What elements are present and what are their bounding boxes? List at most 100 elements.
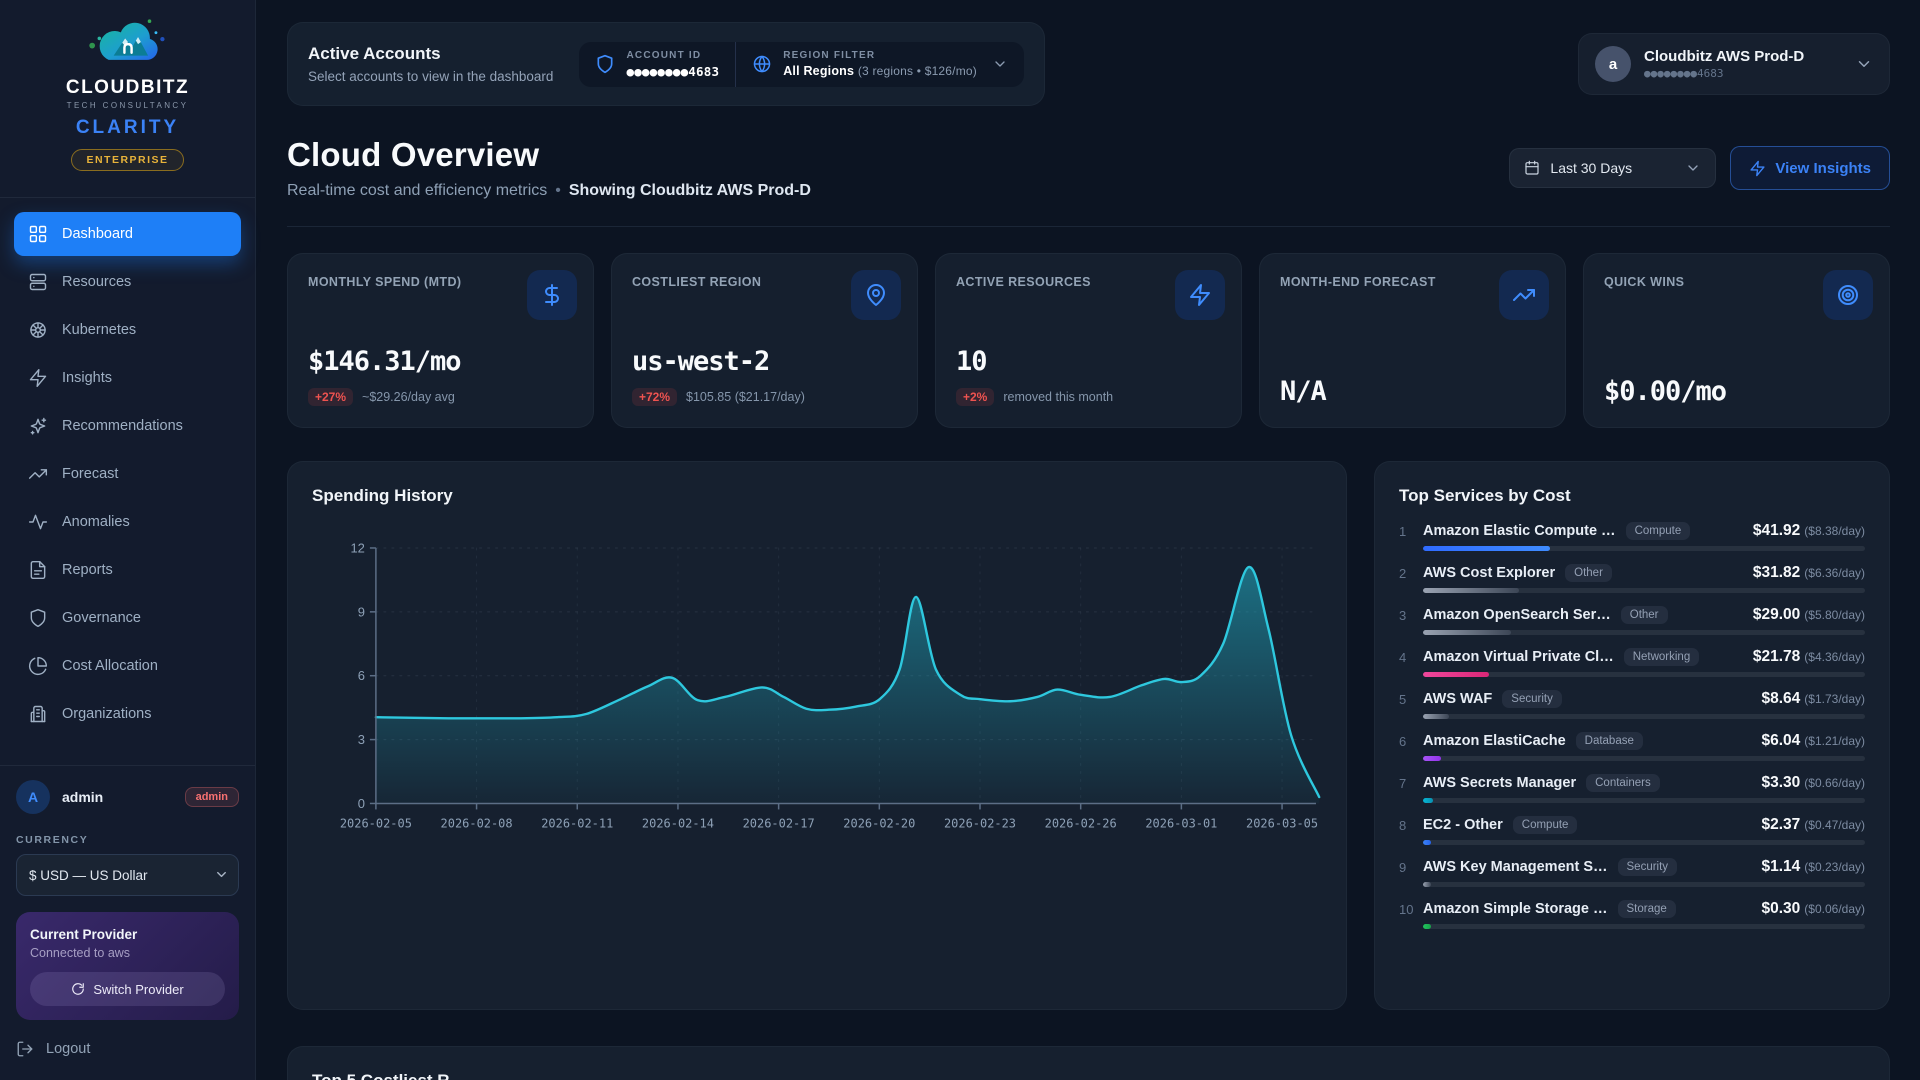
- sidebar-item-dashboard[interactable]: Dashboard: [14, 212, 241, 256]
- service-cost-per-day: ($5.80/day): [1804, 608, 1865, 622]
- service-item-ec2-other: 8EC2 - OtherCompute$2.37($0.47/day): [1399, 816, 1865, 845]
- sidebar-item-governance[interactable]: Governance: [14, 596, 241, 640]
- logout-icon: [16, 1040, 34, 1058]
- stat-caption: ~$29.26/day avg: [362, 390, 455, 404]
- resources-icon: [28, 272, 48, 292]
- service-cost: $41.92: [1753, 522, 1800, 539]
- service-category-badge: Security: [1502, 690, 1562, 708]
- service-name: EC2 - Other: [1423, 817, 1503, 833]
- svg-text:2026-03-01: 2026-03-01: [1145, 816, 1217, 830]
- svg-text:6: 6: [358, 668, 365, 683]
- map-pin-icon: [851, 270, 901, 320]
- spending-history-title: Spending History: [312, 486, 1322, 506]
- switch-provider-label: Switch Provider: [93, 982, 183, 997]
- view-insights-button[interactable]: View Insights: [1730, 146, 1890, 190]
- avatar: A: [16, 780, 50, 814]
- cloudbitz-logo: [85, 57, 171, 74]
- sidebar-item-resources[interactable]: Resources: [14, 260, 241, 304]
- chevron-down-icon: [992, 56, 1008, 72]
- stat-card-active-resources: ACTIVE RESOURCES10+2%removed this month: [935, 253, 1242, 428]
- account-selector[interactable]: a Cloudbitz AWS Prod-D ●●●●●●●●4683: [1578, 33, 1890, 95]
- sidebar-item-label: Governance: [62, 610, 141, 626]
- logout-button[interactable]: Logout: [0, 1020, 255, 1080]
- service-cost-bar: [1423, 882, 1865, 887]
- date-range-select[interactable]: Last 30 Days: [1509, 148, 1716, 188]
- spending-history-panel: Spending History 0369122026-02-052026-02…: [287, 461, 1347, 1010]
- recommendations-icon: [28, 416, 48, 436]
- user-name: admin: [62, 789, 103, 805]
- shield-icon: [595, 54, 615, 74]
- stats-row: MONTHLY SPEND (MTD)$146.31/mo+27%~$29.26…: [287, 253, 1890, 428]
- accounts-title: Active Accounts: [308, 44, 553, 64]
- service-cost-per-day: ($6.36/day): [1804, 566, 1865, 580]
- costliest-resources-panel: Top 5 Costliest R: [287, 1046, 1890, 1080]
- service-rank: 2: [1399, 566, 1413, 581]
- sidebar-item-recommendations[interactable]: Recommendations: [14, 404, 241, 448]
- provider-subtitle: Connected to aws: [30, 946, 225, 960]
- stat-value: 10: [956, 346, 1221, 377]
- forecast-icon: [28, 464, 48, 484]
- service-rank: 1: [1399, 524, 1413, 539]
- service-rank: 6: [1399, 734, 1413, 749]
- insights-icon: [28, 368, 48, 388]
- sidebar-item-organizations[interactable]: Organizations: [14, 692, 241, 736]
- service-item-amazon-virtual-private-cl: 4Amazon Virtual Private Cl…Networking$21…: [1399, 648, 1865, 677]
- service-cost: $2.37: [1762, 816, 1801, 833]
- stat-value: $146.31/mo: [308, 346, 573, 377]
- service-name: AWS WAF: [1423, 691, 1492, 707]
- service-category-badge: Networking: [1624, 648, 1700, 666]
- service-name: AWS Key Management S…: [1423, 859, 1608, 875]
- role-badge: admin: [185, 787, 239, 807]
- sidebar-item-kubernetes[interactable]: Kubernetes: [14, 308, 241, 352]
- account-chip-group: ACCOUNT ID ●●●●●●●●4683 REGION FILTER Al…: [579, 42, 1024, 87]
- sidebar-item-label: Forecast: [62, 466, 118, 482]
- service-cost-bar: [1423, 588, 1865, 593]
- sidebar-item-anomalies[interactable]: Anomalies: [14, 500, 241, 544]
- service-list: 1Amazon Elastic Compute …Compute$41.92($…: [1399, 522, 1865, 929]
- currency-select[interactable]: $ USD — US Dollar: [16, 854, 239, 896]
- service-item-aws-secrets-manager: 7AWS Secrets ManagerContainers$3.30($0.6…: [1399, 774, 1865, 803]
- service-item-aws-cost-explorer: 2AWS Cost ExplorerOther$31.82($6.36/day): [1399, 564, 1865, 593]
- service-name: Amazon Virtual Private Cl…: [1423, 649, 1614, 665]
- svg-text:2026-02-14: 2026-02-14: [642, 816, 714, 830]
- sidebar-item-label: Dashboard: [62, 226, 133, 242]
- service-cost-bar: [1423, 672, 1865, 677]
- svg-text:2026-02-08: 2026-02-08: [441, 816, 513, 830]
- sidebar-item-label: Organizations: [62, 706, 151, 722]
- region-filter-value: All Regions: [783, 64, 854, 78]
- region-filter-chip[interactable]: REGION FILTER All Regions (3 regions • $…: [735, 42, 1024, 87]
- stat-change-badge: +27%: [308, 388, 353, 406]
- sidebar-item-cost-allocation[interactable]: Cost Allocation: [14, 644, 241, 688]
- sidebar-item-label: Insights: [62, 370, 112, 386]
- service-cost: $29.00: [1753, 606, 1800, 623]
- sidebar-item-label: Kubernetes: [62, 322, 136, 338]
- spending-history-chart[interactable]: 0369122026-02-052026-02-082026-02-112026…: [312, 532, 1322, 841]
- service-cost: $21.78: [1753, 648, 1800, 665]
- accounts-subtitle: Select accounts to view in the dashboard: [308, 69, 553, 84]
- page-context: Showing Cloudbitz AWS Prod-D: [569, 182, 811, 200]
- page-subtitle-text: Real-time cost and efficiency metrics: [287, 182, 547, 200]
- target-icon: [1823, 270, 1873, 320]
- anomalies-icon: [28, 512, 48, 532]
- trending-up-icon: [1499, 270, 1549, 320]
- stat-card-costliest-region: COSTLIEST REGIONus-west-2+72%$105.85 ($2…: [611, 253, 918, 428]
- stat-change-badge: +2%: [956, 388, 994, 406]
- service-item-amazon-elastic-compute: 1Amazon Elastic Compute …Compute$41.92($…: [1399, 522, 1865, 551]
- service-category-badge: Storage: [1618, 900, 1676, 918]
- currency-label: CURRENCY: [16, 834, 239, 846]
- service-name: AWS Secrets Manager: [1423, 775, 1576, 791]
- service-cost-per-day: ($1.73/day): [1804, 692, 1865, 706]
- sidebar-item-forecast[interactable]: Forecast: [14, 452, 241, 496]
- brand-name: CLOUDBITZ: [16, 77, 239, 99]
- sidebar-item-reports[interactable]: Reports: [14, 548, 241, 592]
- service-name: Amazon Simple Storage …: [1423, 901, 1608, 917]
- service-name: AWS Cost Explorer: [1423, 565, 1555, 581]
- svg-text:3: 3: [358, 732, 365, 747]
- region-filter-label: REGION FILTER: [783, 50, 977, 61]
- svg-text:2026-02-11: 2026-02-11: [541, 816, 613, 830]
- service-cost-per-day: ($4.36/day): [1804, 650, 1865, 664]
- switch-provider-button[interactable]: Switch Provider: [30, 972, 225, 1006]
- brand-product: CLARITY: [16, 117, 239, 139]
- stat-card-month-end-forecast: MONTH-END FORECASTN/A: [1259, 253, 1566, 428]
- sidebar-item-insights[interactable]: Insights: [14, 356, 241, 400]
